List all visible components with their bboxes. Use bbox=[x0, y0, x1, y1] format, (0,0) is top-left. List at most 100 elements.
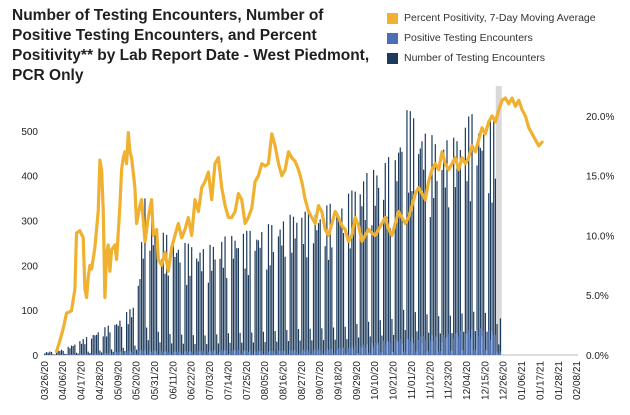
encounters-bar-92 bbox=[197, 261, 199, 355]
encounters-bar-119 bbox=[242, 233, 245, 355]
encounters-bar-227 bbox=[423, 169, 425, 355]
legend-item-positivity: Percent Positivity, 7-Day Moving Average bbox=[387, 8, 627, 28]
encounters-bar-192 bbox=[364, 220, 366, 355]
legend-label-positive: Positive Testing Encounters bbox=[404, 32, 533, 44]
encounters-bar-111 bbox=[229, 342, 231, 355]
positive-bar-76 bbox=[171, 354, 173, 355]
positive-bar-170 bbox=[327, 350, 330, 355]
positive-bar-127 bbox=[256, 351, 258, 355]
positive-bar-169 bbox=[326, 348, 328, 355]
encounters-bar-97 bbox=[206, 344, 208, 355]
encounters-bar-126 bbox=[254, 250, 256, 355]
encounters-bar-20 bbox=[77, 353, 79, 355]
positive-bar-95 bbox=[202, 351, 204, 355]
positive-bar-104 bbox=[217, 353, 219, 355]
encounters-bar-94 bbox=[201, 271, 203, 355]
encounters-bar-41 bbox=[112, 351, 114, 355]
encounters-bar-245 bbox=[453, 137, 455, 355]
encounters-bar-167 bbox=[322, 340, 325, 355]
positive-bar-194 bbox=[367, 352, 370, 355]
x-tick-9: 07/03/20 bbox=[205, 361, 216, 400]
encounters-bar-116 bbox=[237, 248, 240, 355]
positive-bar-46 bbox=[120, 351, 123, 355]
positive-bar-147 bbox=[289, 350, 291, 355]
encounters-bar-154 bbox=[301, 217, 303, 355]
encounters-bar-158 bbox=[307, 209, 310, 355]
encounters-bar-141 bbox=[279, 229, 281, 355]
encounters-bar-246 bbox=[454, 187, 456, 355]
encounters-bar-180 bbox=[344, 326, 346, 355]
positive-bar-56 bbox=[137, 349, 139, 355]
encounters-bar-142 bbox=[281, 245, 283, 355]
encounters-bar-103 bbox=[216, 334, 218, 355]
x-tick-8: 06/22/20 bbox=[187, 361, 198, 400]
positive-bar-37 bbox=[105, 353, 108, 355]
y-right-tick-4: 20.0% bbox=[586, 112, 614, 123]
positive-bar-83 bbox=[182, 354, 184, 355]
encounters-bar-132 bbox=[264, 342, 266, 355]
encounters-bar-229 bbox=[426, 314, 428, 355]
positive-bar-273 bbox=[499, 351, 502, 355]
encounters-bar-74 bbox=[167, 275, 169, 355]
encounters-bar-268 bbox=[491, 202, 493, 355]
positive-bar-240 bbox=[444, 338, 446, 355]
positive-bar-138 bbox=[274, 354, 276, 355]
y-left-tick-1: 100 bbox=[21, 306, 38, 317]
positive-bar-175 bbox=[336, 349, 338, 355]
positive-bar-102 bbox=[214, 350, 216, 355]
encounters-bar-231 bbox=[429, 217, 431, 355]
positive-bar-120 bbox=[244, 351, 246, 355]
encounters-bar-110 bbox=[227, 333, 229, 355]
positive-bar-67 bbox=[156, 351, 158, 355]
x-tick-19: 10/21/20 bbox=[389, 361, 400, 400]
positive-bar-157 bbox=[306, 349, 308, 355]
encounters-bar-163 bbox=[316, 230, 318, 355]
positive-bar-267 bbox=[489, 339, 491, 355]
encounters-bar-222 bbox=[414, 312, 416, 355]
encounters-bar-12 bbox=[64, 353, 66, 355]
encounters-bar-72 bbox=[164, 273, 166, 355]
positive-bar-152 bbox=[297, 353, 300, 355]
encounters-bar-3 bbox=[49, 351, 51, 355]
positive-bar-262 bbox=[481, 336, 483, 355]
encounters-bar-151 bbox=[296, 222, 298, 355]
positive-bar-224 bbox=[418, 339, 420, 355]
encounters-bar-138 bbox=[274, 331, 276, 355]
positive-bar-29 bbox=[92, 353, 94, 355]
encounters-bar-228 bbox=[424, 133, 426, 355]
positive-bar-116 bbox=[237, 349, 240, 355]
encounters-bar-219 bbox=[409, 111, 411, 356]
x-tick-13: 08/16/20 bbox=[278, 361, 289, 400]
encounters-bar-129 bbox=[259, 247, 261, 355]
positive-bar-221 bbox=[413, 343, 415, 355]
encounters-bar-175 bbox=[336, 211, 338, 355]
encounters-bar-89 bbox=[192, 335, 194, 355]
encounters-bar-99 bbox=[209, 244, 211, 355]
positive-bar-23 bbox=[82, 354, 84, 355]
positive-bar-87 bbox=[189, 350, 191, 355]
x-tick-11: 07/25/20 bbox=[242, 361, 253, 400]
legend-swatch-encounters bbox=[387, 52, 398, 64]
encounters-bar-50 bbox=[127, 324, 129, 355]
encounters-bar-134 bbox=[267, 224, 270, 355]
encounters-bar-76 bbox=[171, 343, 173, 355]
encounters-bar-4 bbox=[50, 351, 53, 355]
positive-bar-72 bbox=[164, 351, 166, 355]
encounters-bar-161 bbox=[312, 243, 315, 355]
positive-bar-68 bbox=[157, 354, 159, 355]
encounters-bar-8 bbox=[57, 350, 59, 355]
positive-bar-164 bbox=[317, 349, 320, 355]
encounters-bar-152 bbox=[297, 329, 300, 355]
encounters-bar-235 bbox=[436, 181, 438, 355]
x-tick-15: 09/07/20 bbox=[315, 361, 326, 400]
positive-bar-269 bbox=[493, 335, 495, 355]
positive-bar-62 bbox=[147, 353, 149, 355]
positive-bar-121 bbox=[246, 350, 248, 355]
positive-bar-173 bbox=[332, 353, 335, 355]
legend-item-encounters: Number of Testing Encounters bbox=[387, 48, 627, 68]
encounters-bar-125 bbox=[252, 342, 255, 355]
encounters-bar-81 bbox=[179, 262, 181, 355]
encounters-bar-10 bbox=[60, 349, 63, 355]
positive-bar-90 bbox=[194, 354, 196, 355]
encounters-bar-178 bbox=[341, 208, 343, 355]
